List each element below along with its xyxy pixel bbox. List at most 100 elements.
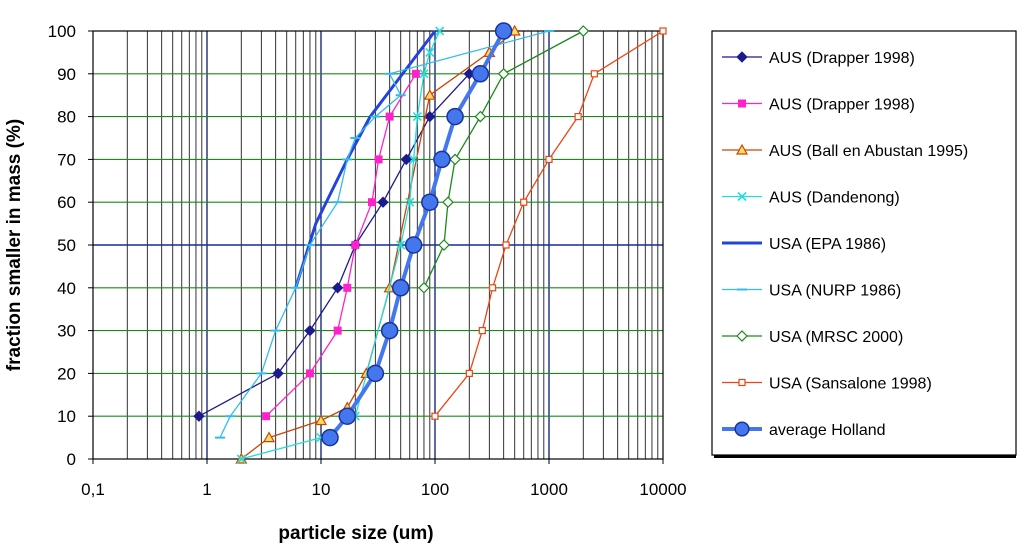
legend-swatch-marker bbox=[735, 143, 749, 155]
y-tick-label: 30 bbox=[57, 322, 76, 341]
data-point bbox=[400, 153, 413, 166]
legend-shadow bbox=[714, 455, 1016, 458]
x-tick-label: 1000 bbox=[530, 480, 568, 499]
data-point bbox=[424, 110, 436, 123]
data-point bbox=[343, 283, 352, 292]
legend-swatch-marker bbox=[738, 99, 746, 108]
data-point bbox=[331, 282, 344, 294]
legend-swatch-marker bbox=[736, 51, 748, 63]
legend-entry: AUS (Drapper 1998) bbox=[722, 50, 915, 67]
legend-entry: AUS (Dandenong) bbox=[722, 190, 900, 207]
y-tick-label: 20 bbox=[57, 364, 76, 383]
series-line bbox=[434, 30, 664, 417]
data-point bbox=[497, 67, 510, 80]
series-line bbox=[219, 30, 550, 438]
data-point bbox=[520, 198, 528, 206]
data-point bbox=[380, 321, 399, 340]
data-point bbox=[465, 369, 473, 377]
data-point bbox=[425, 47, 435, 57]
y-tick-label: 100 bbox=[48, 22, 76, 41]
y-tick-label: 90 bbox=[57, 65, 76, 84]
data-point bbox=[577, 25, 590, 37]
data-point bbox=[421, 193, 439, 211]
legend-box bbox=[711, 30, 1017, 456]
data-point bbox=[488, 284, 497, 292]
data-point bbox=[305, 369, 314, 378]
y-tick-label: 50 bbox=[57, 236, 76, 255]
data-point bbox=[351, 241, 360, 249]
legend-label: AUS (Drapper 1998) bbox=[769, 97, 915, 114]
series bbox=[193, 22, 667, 464]
data-point bbox=[494, 22, 513, 40]
data-point bbox=[367, 198, 376, 207]
data-point bbox=[193, 410, 205, 422]
data-point bbox=[412, 112, 422, 122]
x-axis-title: particle size (um) bbox=[278, 523, 433, 544]
series-8 bbox=[431, 27, 667, 420]
legend-entry: AUS (Ball en Abustan 1995) bbox=[722, 143, 968, 160]
data-point bbox=[438, 239, 450, 251]
legend-label: USA (NURP 1986) bbox=[769, 283, 901, 300]
data-point bbox=[272, 367, 284, 380]
data-point bbox=[502, 241, 510, 249]
series-7 bbox=[418, 25, 590, 294]
data-point bbox=[314, 414, 328, 426]
tick-labels: 0,1 1 10 100 1000 10000 0 10 20 30 40 50 60 70 80 90 100 bbox=[48, 22, 687, 499]
data-point bbox=[338, 407, 357, 425]
legend-entry: USA (MRSC 2000) bbox=[722, 329, 903, 346]
legend-entry: USA (Sansalone 1998) bbox=[722, 376, 932, 393]
data-point bbox=[366, 364, 385, 383]
data-point bbox=[263, 431, 276, 443]
series-2 bbox=[262, 69, 420, 421]
data-point bbox=[545, 155, 553, 163]
grid bbox=[93, 31, 663, 459]
data-point bbox=[391, 279, 410, 297]
legend-entry: USA (EPA 1986) bbox=[722, 236, 886, 253]
y-tick-label: 70 bbox=[57, 150, 76, 169]
data-point bbox=[333, 326, 342, 335]
data-point bbox=[304, 324, 316, 337]
x-tick-label: 10 bbox=[312, 480, 331, 499]
data-point bbox=[442, 196, 454, 209]
data-point bbox=[474, 110, 487, 123]
series-line bbox=[328, 30, 506, 439]
legend-label: average Holland bbox=[769, 422, 886, 439]
legend-entry: average Holland bbox=[722, 421, 886, 439]
data-point bbox=[405, 197, 415, 207]
y-tick-label: 40 bbox=[57, 279, 76, 298]
series-9 bbox=[321, 22, 513, 447]
y-tick-label: 60 bbox=[57, 193, 76, 212]
data-point bbox=[590, 70, 598, 78]
x-tick-label: 1 bbox=[202, 480, 211, 499]
data-point bbox=[262, 412, 271, 421]
legend-swatch-marker bbox=[737, 191, 747, 202]
x-tick-label: 0,1 bbox=[81, 480, 105, 499]
legend-label: AUS (Dandenong) bbox=[769, 190, 900, 207]
data-point bbox=[321, 428, 339, 447]
data-point bbox=[385, 112, 394, 121]
data-point bbox=[446, 107, 464, 126]
x-tick-label: 10000 bbox=[639, 480, 686, 499]
data-point bbox=[449, 153, 461, 166]
legend-label: AUS (Ball en Abustan 1995) bbox=[769, 143, 968, 160]
legend-entry: AUS (Drapper 1998) bbox=[722, 97, 915, 114]
legend-swatch-marker bbox=[736, 330, 748, 342]
y-axis-title: fraction smaller in mass (%) bbox=[4, 119, 25, 371]
legend-label: USA (MRSC 2000) bbox=[769, 329, 903, 346]
legend: AUS (Drapper 1998) AUS (Drapper 1998) AUS … bbox=[711, 30, 1017, 458]
data-point bbox=[471, 65, 490, 83]
data-point bbox=[411, 69, 420, 78]
x-tick-label: 100 bbox=[421, 480, 449, 499]
data-point bbox=[377, 196, 389, 208]
data-point bbox=[374, 155, 383, 164]
data-point bbox=[659, 27, 667, 35]
legend-label: USA (Sansalone 1998) bbox=[769, 376, 932, 393]
series-6 bbox=[214, 30, 554, 439]
data-point bbox=[435, 26, 445, 36]
data-point bbox=[396, 240, 406, 250]
y-tick-label: 0 bbox=[67, 450, 76, 469]
legend-entry: USA (NURP 1986) bbox=[722, 283, 901, 300]
legend-label: USA (EPA 1986) bbox=[769, 236, 886, 253]
data-point bbox=[423, 88, 436, 100]
y-tick-label: 10 bbox=[57, 407, 76, 426]
